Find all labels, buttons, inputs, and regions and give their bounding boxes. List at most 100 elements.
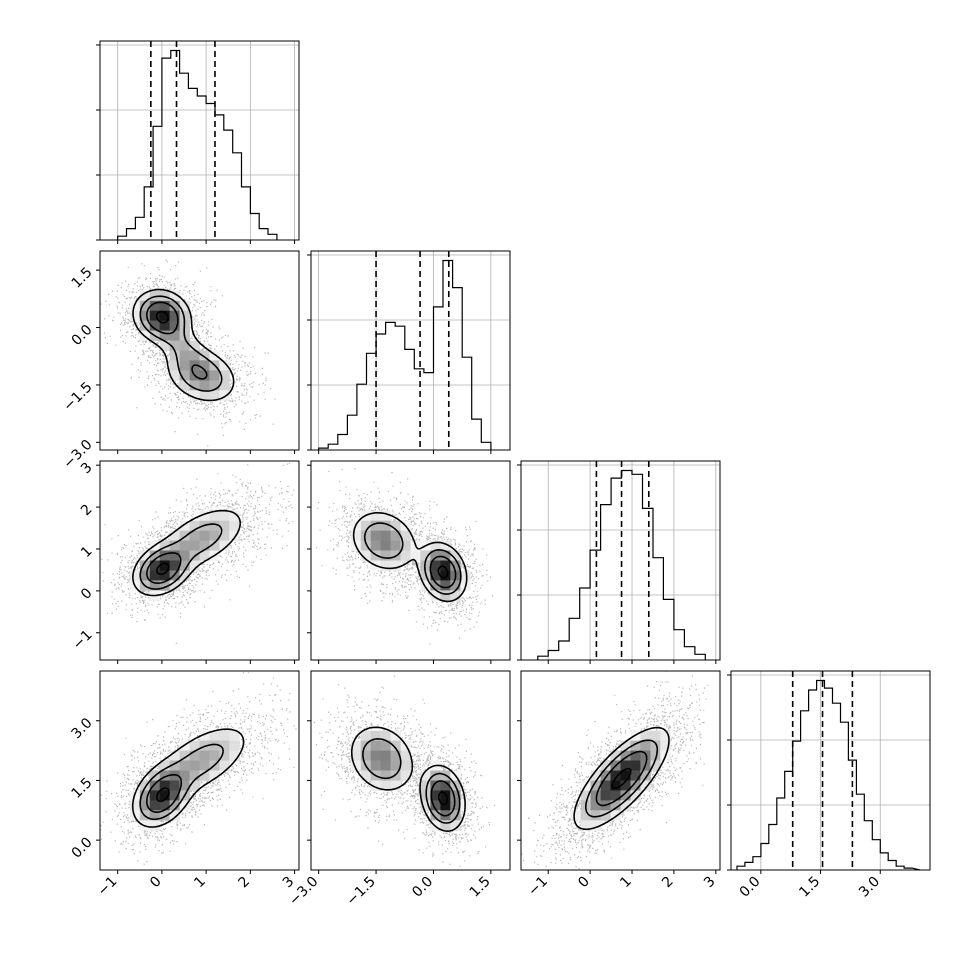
pair-4-contour-0 <box>437 791 449 806</box>
pair-2-density-cell <box>440 550 451 561</box>
hist-2-frame <box>520 460 721 661</box>
pair-2-density-cell <box>440 540 451 551</box>
pair-panel-2-1 <box>310 460 511 661</box>
pair-inner-5 <box>521 671 709 870</box>
pair-5-frame <box>520 670 721 871</box>
pair-3-density-cell <box>199 770 210 781</box>
pair-inner-0 <box>100 259 276 447</box>
pair-2-density-cell <box>370 530 381 541</box>
pair-0-density-cell <box>169 350 180 361</box>
pair-2-density-cell <box>430 590 441 601</box>
pair-2-density-cell <box>380 520 391 531</box>
pair-1-density-cell <box>139 560 151 571</box>
pair-0-density-cell <box>159 290 170 302</box>
pair-4-density-cell <box>390 740 401 751</box>
pair-1-density-cell <box>179 560 190 571</box>
hist-1-frame <box>310 250 511 451</box>
pair-5-density-cell <box>620 800 631 811</box>
pair-1-density-cell <box>169 560 180 571</box>
pair-3-density-cell <box>159 770 170 781</box>
pair-2-contour-0 <box>437 565 449 579</box>
pair-5-density-cell <box>630 760 641 771</box>
pair-5-density-cell <box>610 790 621 801</box>
pair-panel-3-2 <box>520 670 721 871</box>
pair-3-contour-2 <box>139 743 224 821</box>
pair-panel-2-0 <box>99 460 300 661</box>
pair-0-density-cell <box>179 370 190 381</box>
pair-4-density-cell <box>450 800 461 811</box>
pair-2-density-cell <box>430 580 441 591</box>
pair-4-density-cell <box>370 730 381 741</box>
pair-1-density-cell <box>169 530 180 541</box>
pair-inner-3 <box>100 672 297 865</box>
pair-2-density-cell <box>390 560 401 571</box>
pair-3-density-cell <box>149 800 161 811</box>
pair-5-density-cell <box>590 790 601 801</box>
pair-0-density-cell <box>169 370 180 381</box>
pair-1-density-cell <box>199 550 210 561</box>
pair-5-contour-2 <box>585 739 659 818</box>
x-tick-label-2-4: 3 <box>701 874 719 892</box>
pair-2-density-cell <box>430 560 441 571</box>
pair-3-density-cell <box>129 800 141 811</box>
pair-5-density-cell <box>620 790 631 801</box>
pair-0-contour-3 <box>132 288 235 402</box>
pair-1-density-cell <box>199 540 210 551</box>
pair-1-contour-3 <box>132 509 242 597</box>
pair-3-density-cell <box>159 780 170 791</box>
pair-5-density-cell <box>590 810 601 821</box>
pair-4-density-cell <box>390 760 401 771</box>
pair-0-density-cell <box>149 300 161 312</box>
pair-5-density-cell <box>580 810 591 821</box>
pair-1-contour-1 <box>146 552 182 584</box>
x-tick-label-2-0: −1 <box>525 873 551 899</box>
pair-2-density-cell <box>440 580 451 591</box>
pair-3-density-cell <box>139 790 151 801</box>
pair-4-density-cell <box>390 770 401 781</box>
pair-0-density-cell <box>209 390 220 401</box>
pair-4-density-cell <box>380 770 391 781</box>
pair-4-density-cell <box>440 800 451 811</box>
pair-4-density-cell <box>420 800 431 811</box>
pair-1-density-cell <box>229 520 240 531</box>
pair-0-density-cell <box>169 310 180 321</box>
hist-panel-3 <box>727 670 931 871</box>
pair-2-density-cell <box>440 560 451 571</box>
pair-0-density-cell <box>139 320 151 331</box>
hist-3-frame <box>730 670 931 871</box>
pair-3-density-cell <box>149 810 161 821</box>
pair-1-density-cell <box>159 560 170 571</box>
pair-4-density-cell <box>360 730 372 741</box>
pair-1-density-cell <box>219 540 230 551</box>
pair-4-density-cell <box>400 750 411 761</box>
pair-2-contour-1 <box>429 555 457 589</box>
pair-1-density-cell <box>209 540 220 551</box>
pair-3-density-cell <box>189 780 200 791</box>
hist-panel-0 <box>96 40 300 241</box>
pair-1-density-cell <box>159 580 170 591</box>
pair-5-density-cell <box>640 780 651 791</box>
pair-4-density-cell <box>450 810 461 821</box>
pair-4-contour-2 <box>362 738 461 824</box>
pair-1-density-cell <box>179 550 190 561</box>
pair-1-density-cell <box>189 560 200 571</box>
pair-1-contour-0 <box>156 562 170 576</box>
pair-5-density-cell <box>650 730 661 741</box>
pair-4-density-cell <box>430 800 441 811</box>
pair-2-density-cell <box>350 530 362 541</box>
y-tick-label-2-3: 2 <box>78 501 96 519</box>
pair-5-density-cell <box>570 810 582 821</box>
pair-panel-1-0 <box>99 250 300 451</box>
pair-5-density-cell <box>620 760 631 771</box>
hist-3-steps <box>736 679 921 871</box>
pair-1-density-cell <box>209 520 220 531</box>
pair-inner-4 <box>313 675 496 867</box>
pair-3-density-cell <box>229 730 240 741</box>
pair-2-density-cell <box>370 540 381 551</box>
pair-0-contour-1 <box>146 301 208 380</box>
pair-5-density-cell <box>640 730 651 741</box>
pair-0-density-cell <box>159 300 170 312</box>
pair-2-density-cell <box>430 540 441 551</box>
x-tick-label-1-1: −1.5 <box>344 874 379 909</box>
pair-4-density-cell <box>430 810 441 821</box>
